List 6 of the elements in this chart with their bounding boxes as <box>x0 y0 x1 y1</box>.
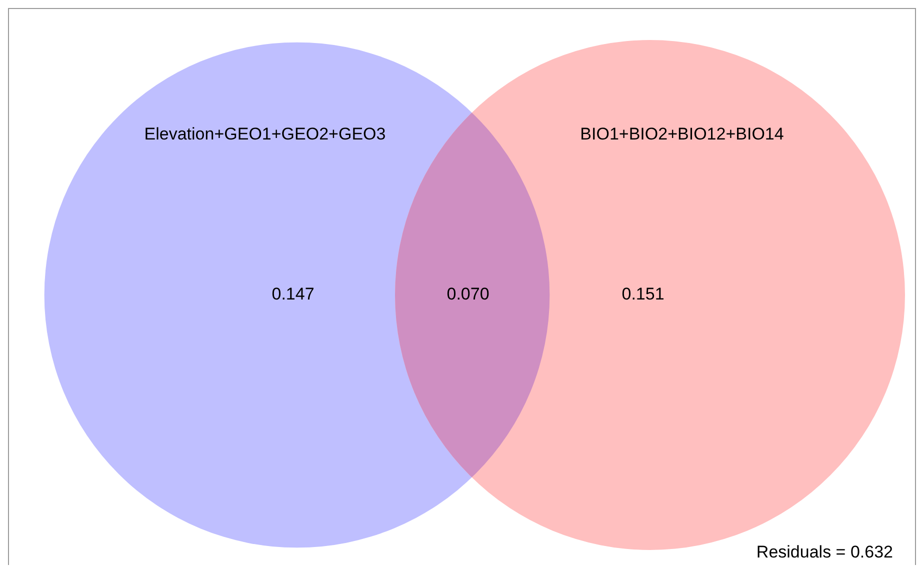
data-label: 0.070 <box>446 284 490 304</box>
category-label: Elevation+GEO1+GEO2+GEO3 <box>144 124 386 144</box>
data-label: 0.151 <box>622 284 664 304</box>
data-label: 0.147 <box>272 284 314 304</box>
category-label: BIO1+BIO2+BIO12+BIO14 <box>580 124 784 144</box>
text: Residuals = 0.632 <box>756 542 893 562</box>
